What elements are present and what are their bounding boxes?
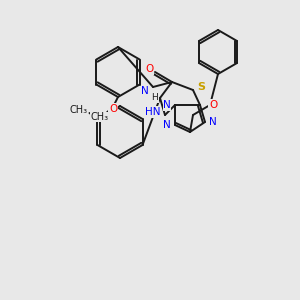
Text: CH₃: CH₃ (69, 105, 88, 115)
Text: O: O (109, 104, 117, 114)
Text: O: O (209, 100, 217, 110)
Text: HN: HN (145, 107, 161, 117)
Text: N: N (163, 100, 171, 110)
Text: N: N (141, 86, 149, 96)
Text: O: O (145, 64, 153, 74)
Text: N: N (163, 120, 171, 130)
Text: CH₃: CH₃ (91, 112, 109, 122)
Text: H: H (152, 94, 158, 103)
Text: S: S (197, 82, 205, 92)
Text: N: N (209, 117, 217, 127)
